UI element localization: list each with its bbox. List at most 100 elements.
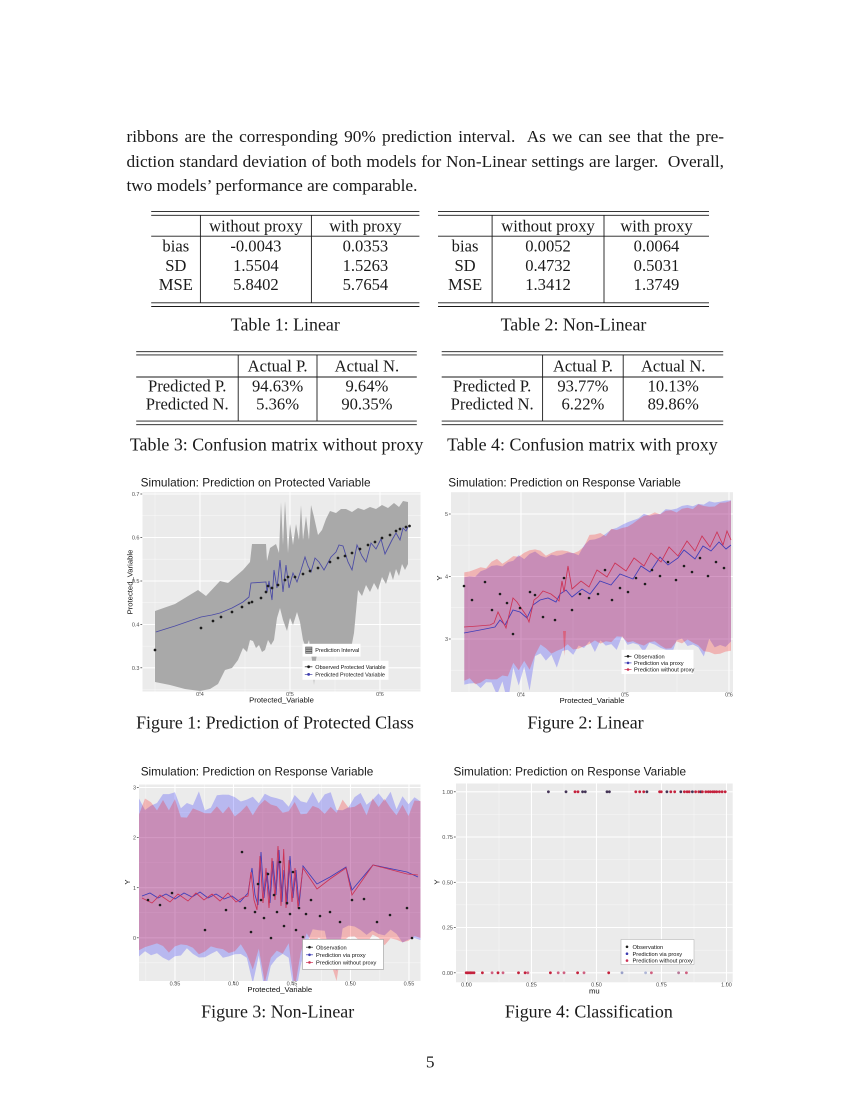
svg-text:90.35%: 90.35% (341, 395, 392, 414)
svg-text:SD: SD (165, 256, 186, 275)
svg-text:Simulation: Prediction on Resp: Simulation: Prediction on Response Varia… (448, 476, 681, 490)
svg-text:Figure 4: Classification: Figure 4: Classification (505, 1001, 673, 1021)
svg-text:Protected_Variable: Protected_Variable (249, 696, 314, 705)
svg-text:0.5: 0.5 (286, 692, 294, 698)
svg-text:4: 4 (445, 575, 448, 581)
svg-text:0.25: 0.25 (442, 926, 453, 932)
svg-text:MSE: MSE (448, 275, 482, 294)
svg-text:0.75: 0.75 (656, 983, 667, 989)
svg-text:Simulation: Prediction on Resp: Simulation: Prediction on Response Varia… (141, 765, 374, 779)
svg-text:Actual N.: Actual N. (335, 357, 400, 376)
svg-text:6.22%: 6.22% (561, 395, 604, 414)
svg-text:Actual P.: Actual P. (553, 357, 613, 376)
svg-text:3: 3 (445, 637, 448, 643)
svg-text:Figure 1: Prediction of Protec: Figure 1: Prediction of Protected Class (136, 712, 414, 732)
svg-text:0.00: 0.00 (461, 983, 472, 989)
svg-text:0.45: 0.45 (287, 981, 298, 987)
svg-text:-0.0043: -0.0043 (230, 237, 281, 256)
svg-text:89.86%: 89.86% (648, 395, 699, 414)
svg-text:Predicted P.: Predicted P. (453, 376, 531, 395)
svg-text:mu: mu (589, 987, 600, 996)
svg-text:0.6: 0.6 (132, 536, 140, 542)
svg-text:Protected_Variable: Protected_Variable (560, 696, 625, 705)
svg-text:5.36%: 5.36% (256, 395, 299, 414)
svg-text:Prediction without proxy: Prediction without proxy (316, 961, 377, 967)
svg-text:Y: Y (123, 879, 132, 884)
svg-text:with proxy: with proxy (620, 217, 693, 236)
svg-text:Observed Protected Variable: Observed Protected Variable (315, 665, 385, 671)
svg-text:without proxy: without proxy (501, 217, 595, 236)
svg-text:Prediction via proxy: Prediction via proxy (634, 661, 684, 667)
svg-text:SD: SD (454, 256, 475, 275)
svg-text:1.5504: 1.5504 (233, 256, 279, 275)
svg-text:Figure 2: Linear: Figure 2: Linear (527, 712, 643, 732)
svg-text:0.6: 0.6 (376, 692, 384, 698)
svg-text:Table 4: Confusion matrix with: Table 4: Confusion matrix with proxy (447, 435, 718, 455)
svg-text:0.4732: 0.4732 (525, 256, 571, 275)
svg-text:1.00: 1.00 (442, 790, 453, 796)
svg-text:Prediction via proxy: Prediction via proxy (633, 952, 683, 958)
svg-text:Predicted N.: Predicted N. (146, 395, 229, 414)
svg-text:0.4: 0.4 (517, 692, 525, 698)
svg-text:Actual N.: Actual N. (641, 357, 706, 376)
svg-text:Protected_Variable: Protected_Variable (247, 985, 312, 994)
svg-text:2: 2 (133, 836, 136, 842)
svg-text:0.3: 0.3 (132, 666, 140, 672)
svg-text:Simulation: Prediction on Prot: Simulation: Prediction on Protected Vari… (141, 476, 371, 490)
svg-text:Table 1: Linear: Table 1: Linear (231, 315, 340, 335)
svg-text:0.40: 0.40 (228, 981, 239, 987)
svg-text:1.5263: 1.5263 (343, 256, 389, 275)
svg-text:0.4: 0.4 (196, 692, 204, 698)
svg-text:Y: Y (433, 879, 442, 884)
svg-text:9.64%: 9.64% (345, 376, 388, 395)
svg-text:0.0064: 0.0064 (634, 237, 680, 256)
svg-text:0.5031: 0.5031 (634, 256, 680, 275)
svg-text:Prediction via proxy: Prediction via proxy (316, 953, 366, 959)
svg-text:0: 0 (133, 936, 136, 942)
svg-text:Observation: Observation (634, 654, 665, 660)
svg-text:1: 1 (133, 886, 136, 892)
svg-text:Prediction without proxy: Prediction without proxy (633, 959, 694, 965)
svg-text:5.8402: 5.8402 (233, 275, 279, 294)
svg-text:Figure 3: Non-Linear: Figure 3: Non-Linear (201, 1001, 354, 1021)
svg-text:0.75: 0.75 (442, 835, 453, 841)
svg-text:Observation: Observation (316, 945, 347, 951)
svg-text:Predicted Protected Variable: Predicted Protected Variable (315, 673, 385, 679)
svg-text:0.6: 0.6 (725, 692, 733, 698)
svg-text:bias: bias (162, 237, 189, 256)
svg-text:5: 5 (445, 512, 448, 518)
svg-text:bias: bias (452, 237, 479, 256)
svg-text:Y: Y (435, 575, 444, 580)
svg-text:Protected_Variable: Protected_Variable (125, 550, 134, 615)
svg-text:Predicted P.: Predicted P. (148, 376, 226, 395)
svg-text:0.5: 0.5 (132, 579, 140, 585)
svg-text:with proxy: with proxy (329, 217, 402, 236)
svg-text:Predicted N.: Predicted N. (451, 395, 534, 414)
svg-text:0.50: 0.50 (345, 981, 356, 987)
svg-text:Simulation: Prediction on Resp: Simulation: Prediction on Response Varia… (454, 765, 687, 779)
svg-text:Prediction without proxy: Prediction without proxy (634, 668, 695, 674)
svg-text:5: 5 (426, 1053, 435, 1072)
svg-text:0.7: 0.7 (132, 492, 140, 498)
svg-text:0.0353: 0.0353 (343, 237, 389, 256)
svg-text:0.0052: 0.0052 (525, 237, 571, 256)
svg-text:0.35: 0.35 (170, 981, 181, 987)
svg-text:3: 3 (133, 786, 136, 792)
svg-text:0.50: 0.50 (442, 880, 453, 886)
svg-text:Table 3: Confusion matrix with: Table 3: Confusion matrix without proxy (130, 435, 423, 455)
svg-text:MSE: MSE (159, 275, 193, 294)
svg-text:1.3749: 1.3749 (634, 275, 680, 294)
svg-text:0.4: 0.4 (132, 623, 140, 629)
svg-text:0.25: 0.25 (526, 983, 537, 989)
svg-text:5.7654: 5.7654 (343, 275, 389, 294)
svg-text:0.00: 0.00 (442, 971, 453, 977)
svg-text:Table 2: Non-Linear: Table 2: Non-Linear (501, 315, 647, 335)
svg-text:Prediction Interval: Prediction Interval (315, 648, 359, 654)
svg-text:94.63%: 94.63% (252, 376, 303, 395)
svg-text:0.50: 0.50 (591, 983, 602, 989)
svg-text:0.55: 0.55 (404, 981, 415, 987)
svg-text:without proxy: without proxy (209, 217, 303, 236)
svg-text:Actual P.: Actual P. (248, 357, 308, 376)
svg-text:10.13%: 10.13% (648, 376, 699, 395)
svg-text:1.3412: 1.3412 (525, 275, 571, 294)
